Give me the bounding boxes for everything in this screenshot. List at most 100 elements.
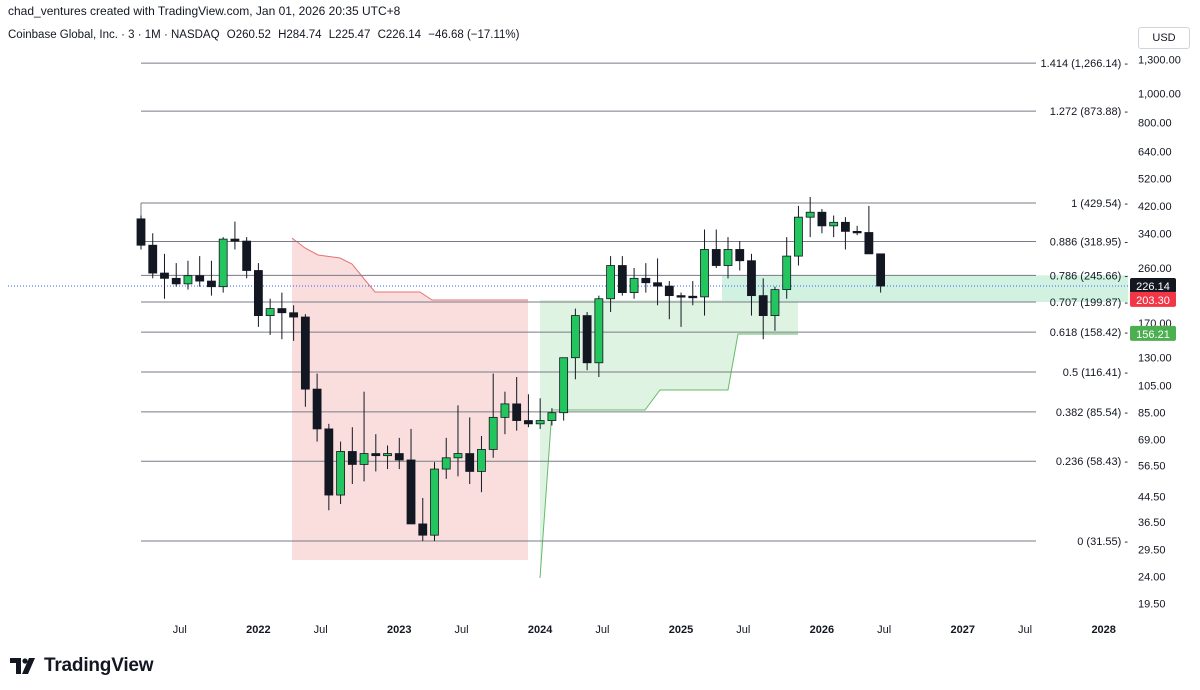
y-tick-label: 340.00: [1138, 228, 1172, 240]
y-tick-label: 19.50: [1138, 598, 1166, 610]
candle-body: [453, 453, 463, 459]
candle-body: [265, 308, 275, 316]
chart-legend: Coinbase Global, Inc. · 3 · 1M · NASDAQ …: [8, 29, 523, 41]
price-chart[interactable]: 1.414 (1,266.14) - 1.272 (873.88) - 1 (429…: [0, 0, 1200, 646]
price-badge-label: 156.21: [1136, 329, 1170, 341]
candle-body: [747, 260, 756, 297]
y-tick-label: 105.00: [1138, 380, 1172, 392]
change-value: −46.68 (−17.11%): [428, 29, 520, 41]
y-tick-label: 56.50: [1138, 461, 1166, 473]
candle-body: [594, 298, 604, 364]
brand-name: TradingView: [44, 655, 154, 676]
candles: [136, 196, 886, 541]
candle-body: [230, 238, 240, 242]
candle-body: [277, 308, 287, 314]
candle-body: [758, 295, 768, 316]
candle-body: [617, 265, 627, 293]
price-badge-label: 226.14: [1136, 281, 1170, 293]
candle-body: [817, 211, 827, 227]
open-value: O260.52: [226, 29, 271, 41]
candle-body: [829, 221, 839, 227]
x-tick-label: 2023: [387, 624, 411, 636]
y-tick-label: 130.00: [1138, 353, 1172, 365]
symbol-label: Coinbase Global, Inc. · 3 · 1M · NASDAQ: [8, 29, 220, 41]
candle-body: [653, 282, 662, 287]
y-tick-label: 69.00: [1138, 435, 1166, 447]
y-tick-label: 520.00: [1138, 173, 1172, 185]
candle-body: [535, 420, 545, 425]
x-tick-label: Jul: [314, 624, 328, 636]
fib-label: 0.382 (85.54) -: [1056, 407, 1128, 419]
candle-body: [570, 315, 580, 359]
red-fill-boundary: [291, 237, 528, 301]
x-tick-label: 2027: [951, 624, 975, 636]
candle-body: [136, 218, 146, 246]
candle-body: [582, 315, 592, 364]
candle-body: [465, 453, 475, 472]
candle-body: [336, 451, 345, 496]
candle-body: [782, 255, 792, 291]
fill-regions: [291, 237, 1128, 579]
fib-label: 0 (31.55) -: [1077, 536, 1128, 548]
candle-body: [371, 453, 381, 457]
x-tick-label: 2028: [1091, 624, 1115, 636]
candle-body: [876, 253, 886, 287]
candle-body: [183, 275, 193, 285]
y-tick-label: 640.00: [1138, 146, 1172, 158]
price-badge: [1130, 278, 1176, 294]
candle-body: [253, 270, 263, 316]
y-tick-label: 800.00: [1138, 117, 1172, 129]
candle-body: [148, 244, 158, 274]
candle-body: [770, 289, 780, 316]
x-tick-label: 2025: [669, 624, 693, 636]
candle-body: [171, 277, 181, 285]
candle-body: [606, 265, 615, 300]
y-tick-label: 36.50: [1138, 517, 1166, 529]
close-value: C226.14: [377, 29, 422, 41]
green-fill-area: [540, 300, 798, 578]
candle-body: [641, 277, 651, 284]
x-tick-label: Jul: [1018, 624, 1032, 636]
candle-body: [488, 416, 498, 450]
y-tick-label: 420.00: [1138, 201, 1172, 213]
candle-body: [312, 388, 322, 430]
fib-label: 0.236 (58.43) -: [1056, 456, 1128, 468]
y-tick-label: 1,300.00: [1138, 55, 1181, 67]
x-tick-label: Jul: [595, 624, 609, 636]
candle-body: [477, 449, 486, 472]
fib-levels: 1.414 (1,266.14) - 1.272 (873.88) - 1 (429…: [8, 58, 1128, 548]
x-axis: Jul 2022 Jul 2023 Jul 2024 Jul 2025 Jul 2026 Jul 20…: [173, 624, 1116, 636]
candle-body: [664, 285, 674, 297]
tradingview-logo: TradingView: [10, 654, 154, 678]
candle-body: [852, 230, 862, 234]
y-tick-label: 24.00: [1138, 571, 1166, 583]
candle-body: [500, 403, 510, 418]
fib-label: 1.272 (873.88) -: [1050, 106, 1129, 118]
x-tick-label: Jul: [173, 624, 187, 636]
candle-body: [406, 459, 416, 525]
candle-body: [735, 249, 745, 262]
fib-label: 0.786 (245.66) -: [1050, 270, 1129, 282]
candle-body: [711, 249, 721, 266]
candle-body: [688, 295, 698, 299]
x-tick-label: 2024: [528, 624, 553, 636]
candle-body: [676, 295, 686, 298]
y-tick-label: 85.00: [1138, 408, 1166, 420]
candle-body: [218, 238, 228, 288]
candle-body: [430, 468, 439, 536]
candle-body: [195, 275, 205, 282]
candle-body: [300, 316, 310, 390]
y-tick-label: 29.50: [1138, 545, 1166, 557]
currency-selector[interactable]: USD: [1138, 27, 1190, 49]
candle-body: [441, 457, 451, 470]
x-tick-label: Jul: [736, 624, 750, 636]
candle-body: [559, 357, 569, 414]
candle-body: [629, 277, 639, 293]
candle-body: [418, 523, 428, 536]
candle-body: [383, 453, 392, 457]
y-axis: 1,300.00 1,000.00 800.00 640.00 520.00 420.00…: [1138, 55, 1181, 611]
red-fill-area: [292, 238, 528, 560]
candle-body: [794, 216, 803, 257]
y-tick-label: 260.00: [1138, 263, 1172, 275]
candle-body: [524, 420, 533, 425]
